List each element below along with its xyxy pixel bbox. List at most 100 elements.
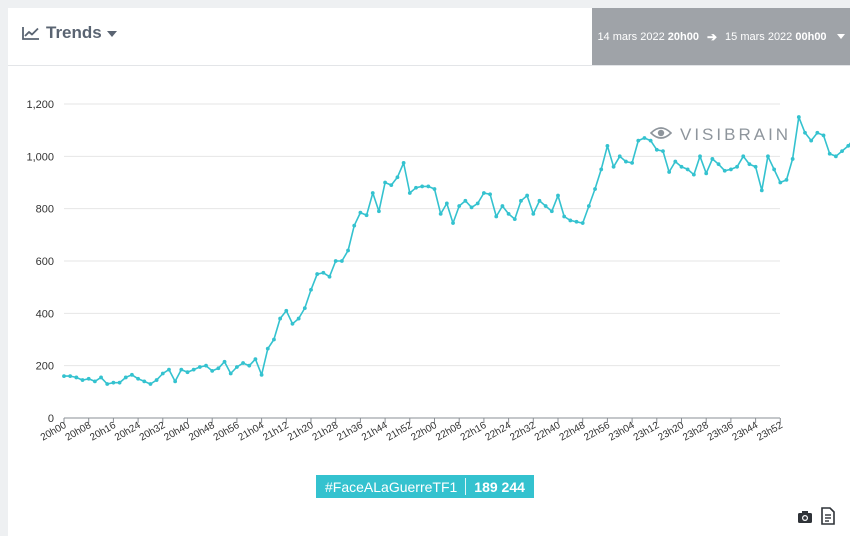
trend-chart-icon <box>22 26 40 40</box>
data-point <box>821 133 826 138</box>
data-point <box>698 154 702 159</box>
legend-hashtag: #FaceALaGuerreTF1 <box>325 478 458 495</box>
data-point <box>519 198 523 203</box>
eye-icon <box>649 126 673 145</box>
data-point <box>691 172 696 177</box>
data-point <box>482 191 486 195</box>
camera-icon[interactable] <box>797 510 813 529</box>
data-point <box>290 321 295 326</box>
data-point <box>228 371 233 376</box>
data-point <box>62 374 66 379</box>
data-point <box>142 379 147 384</box>
data-point <box>383 180 387 185</box>
data-point <box>457 204 462 208</box>
x-tick-label: 22h32 <box>508 420 538 444</box>
data-point <box>420 184 425 189</box>
data-point <box>556 193 560 198</box>
data-point <box>846 143 850 148</box>
data-point <box>729 167 733 172</box>
x-tick-label: 21h04 <box>237 420 267 444</box>
x-tick-label: 22h24 <box>484 420 514 444</box>
data-point <box>469 205 474 210</box>
chart-gridlines <box>64 103 780 419</box>
data-point <box>722 168 727 173</box>
data-point <box>302 306 307 310</box>
x-tick-label: 21h52 <box>385 420 415 444</box>
chevron-down-icon <box>106 31 117 37</box>
data-point <box>549 209 554 214</box>
data-point <box>679 164 684 169</box>
data-point <box>191 367 196 372</box>
x-tick-label: 21h28 <box>311 420 341 444</box>
data-point <box>803 130 807 135</box>
data-point <box>74 375 79 380</box>
data-point <box>185 370 190 375</box>
data-point <box>710 157 715 161</box>
y-tick-label: 200 <box>36 361 54 373</box>
data-point <box>352 223 357 228</box>
x-axis: 20h0020h0820h1620h2420h3220h4020h4820h56… <box>39 418 785 444</box>
legend-separator <box>465 478 467 495</box>
data-point <box>494 214 499 219</box>
date-range-selector[interactable]: 14 mars 2022 20h00 ➔ 15 mars 2022 00h00 <box>592 8 850 65</box>
time-from: 20h00 <box>667 30 699 43</box>
data-point <box>648 138 653 143</box>
data-point <box>130 372 134 377</box>
x-tick-label: 22h16 <box>459 420 489 444</box>
y-axis: 0 200 400 600 800 1,000 1,200 <box>26 99 54 425</box>
x-tick-label: 23h44 <box>731 420 761 444</box>
data-point <box>488 192 492 197</box>
data-point <box>309 287 313 292</box>
data-point <box>809 138 814 143</box>
x-tick-label: 21h20 <box>286 420 316 444</box>
data-point <box>210 369 215 373</box>
data-point <box>654 147 659 152</box>
y-tick-label: 1,000 <box>26 151 54 163</box>
panel-header: Trends 14 mars 2022 20h00 ➔ 15 mars 2022… <box>8 8 850 66</box>
trends-dropdown[interactable]: Trends <box>22 23 117 43</box>
data-point <box>333 259 338 263</box>
arrow-right-icon: ➔ <box>706 29 718 44</box>
x-tick-label: 21h44 <box>360 420 390 444</box>
data-point <box>444 201 449 206</box>
data-point <box>506 212 511 216</box>
data-point <box>741 154 746 159</box>
x-tick-label: 20h24 <box>113 420 143 444</box>
data-point <box>790 157 795 161</box>
x-tick-label: 20h32 <box>138 420 168 444</box>
data-point <box>636 138 641 143</box>
x-tick-label: 21h12 <box>261 420 291 444</box>
data-point <box>685 167 690 172</box>
data-point <box>278 316 283 321</box>
data-point <box>624 159 628 164</box>
data-point <box>661 149 665 154</box>
data-point <box>80 378 85 382</box>
data-point <box>593 187 597 191</box>
data-point <box>766 154 770 159</box>
data-point <box>827 151 832 156</box>
data-point <box>167 367 171 372</box>
data-point <box>99 375 103 380</box>
data-point <box>414 185 418 190</box>
data-point <box>463 198 468 203</box>
data-point <box>753 164 758 169</box>
data-point <box>315 272 320 276</box>
x-tick-label: 23h12 <box>632 420 662 444</box>
x-tick-label: 22h48 <box>558 420 588 444</box>
time-to: 00h00 <box>795 30 827 43</box>
brand-name: VISIBRAIN <box>680 125 792 144</box>
trends-panel: Trends 14 mars 2022 20h00 ➔ 15 mars 2022… <box>8 8 850 536</box>
legend-item[interactable]: #FaceALaGuerreTF1 189 244 <box>316 475 534 498</box>
data-point <box>179 367 184 372</box>
data-point <box>605 143 610 148</box>
data-point <box>451 221 455 225</box>
data-point <box>235 365 239 369</box>
data-point <box>136 376 141 381</box>
data-point <box>815 130 820 135</box>
data-point <box>265 346 270 351</box>
data-point <box>574 219 579 224</box>
x-tick-label: 21h36 <box>335 420 365 444</box>
export-icon[interactable] <box>820 507 836 530</box>
data-point <box>617 154 622 159</box>
data-point <box>346 248 350 253</box>
